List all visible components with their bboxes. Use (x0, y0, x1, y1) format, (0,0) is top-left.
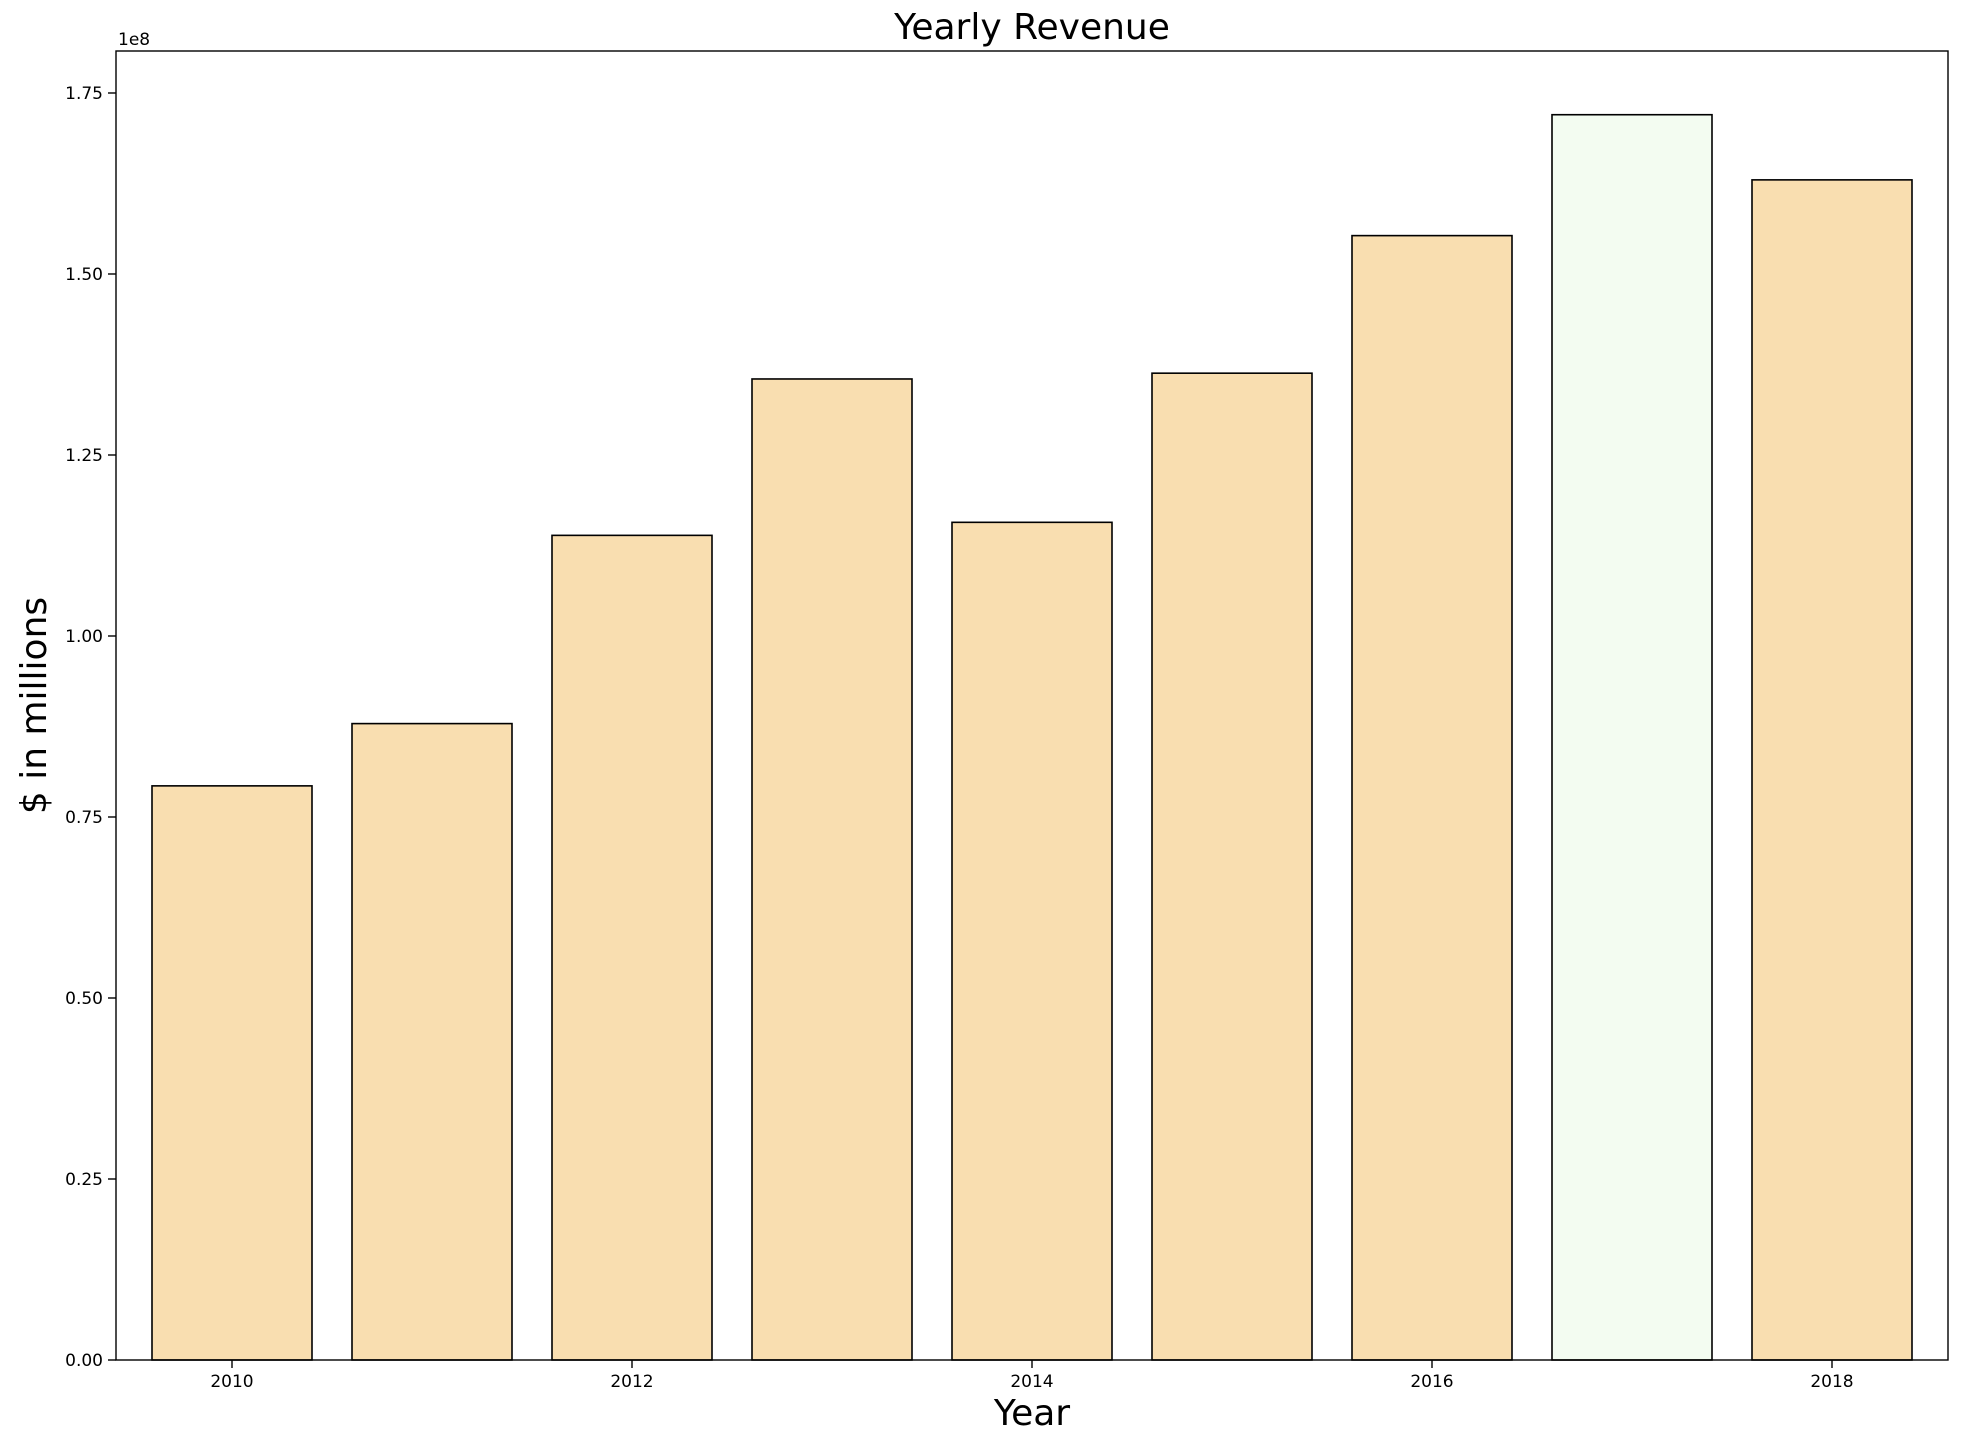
x-tick-label: 2016 (1410, 1372, 1453, 1392)
bar-2017 (1551, 113, 1713, 1361)
y-tick-label: 0.00 (65, 1351, 103, 1371)
y-tick-label: 1.25 (65, 446, 103, 466)
x-tick-label: 2014 (1010, 1372, 1053, 1392)
bar-2011 (351, 722, 513, 1361)
y-tick-label: 0.25 (65, 1170, 103, 1190)
bar-2016 (1351, 234, 1513, 1361)
chart-title: Yearly Revenue (893, 7, 1170, 48)
bar-2012 (551, 534, 713, 1361)
bars-group (151, 113, 1913, 1361)
y-axis-ticks: 0.00 0.25 0.50 0.75 1.00 1.25 1.50 1.75 (65, 84, 116, 1371)
y-tick-label: 0.75 (65, 808, 103, 828)
x-axis-label: Year (993, 1393, 1070, 1434)
x-axis-ticks: 2010 2012 2014 2016 2018 (210, 1360, 1854, 1392)
y-tick-label: 1.75 (65, 84, 103, 104)
y-tick-label: 1.00 (65, 627, 103, 647)
plot-frame (115, 50, 1949, 1361)
x-tick-label: 2012 (610, 1372, 653, 1392)
bar-2014 (951, 521, 1113, 1361)
bar-2018 (1751, 179, 1913, 1361)
y-tick-label: 1.50 (65, 265, 103, 285)
y-tick-label: 0.50 (65, 989, 103, 1009)
y-axis-label: $ in millions (14, 597, 55, 814)
y-axis-offset-label: 1e8 (118, 30, 150, 50)
x-tick-label: 2010 (210, 1372, 253, 1392)
bar-2010 (151, 785, 313, 1361)
bar-2015 (1151, 372, 1313, 1361)
bar-2013 (751, 378, 913, 1361)
x-tick-label: 2018 (1810, 1372, 1853, 1392)
